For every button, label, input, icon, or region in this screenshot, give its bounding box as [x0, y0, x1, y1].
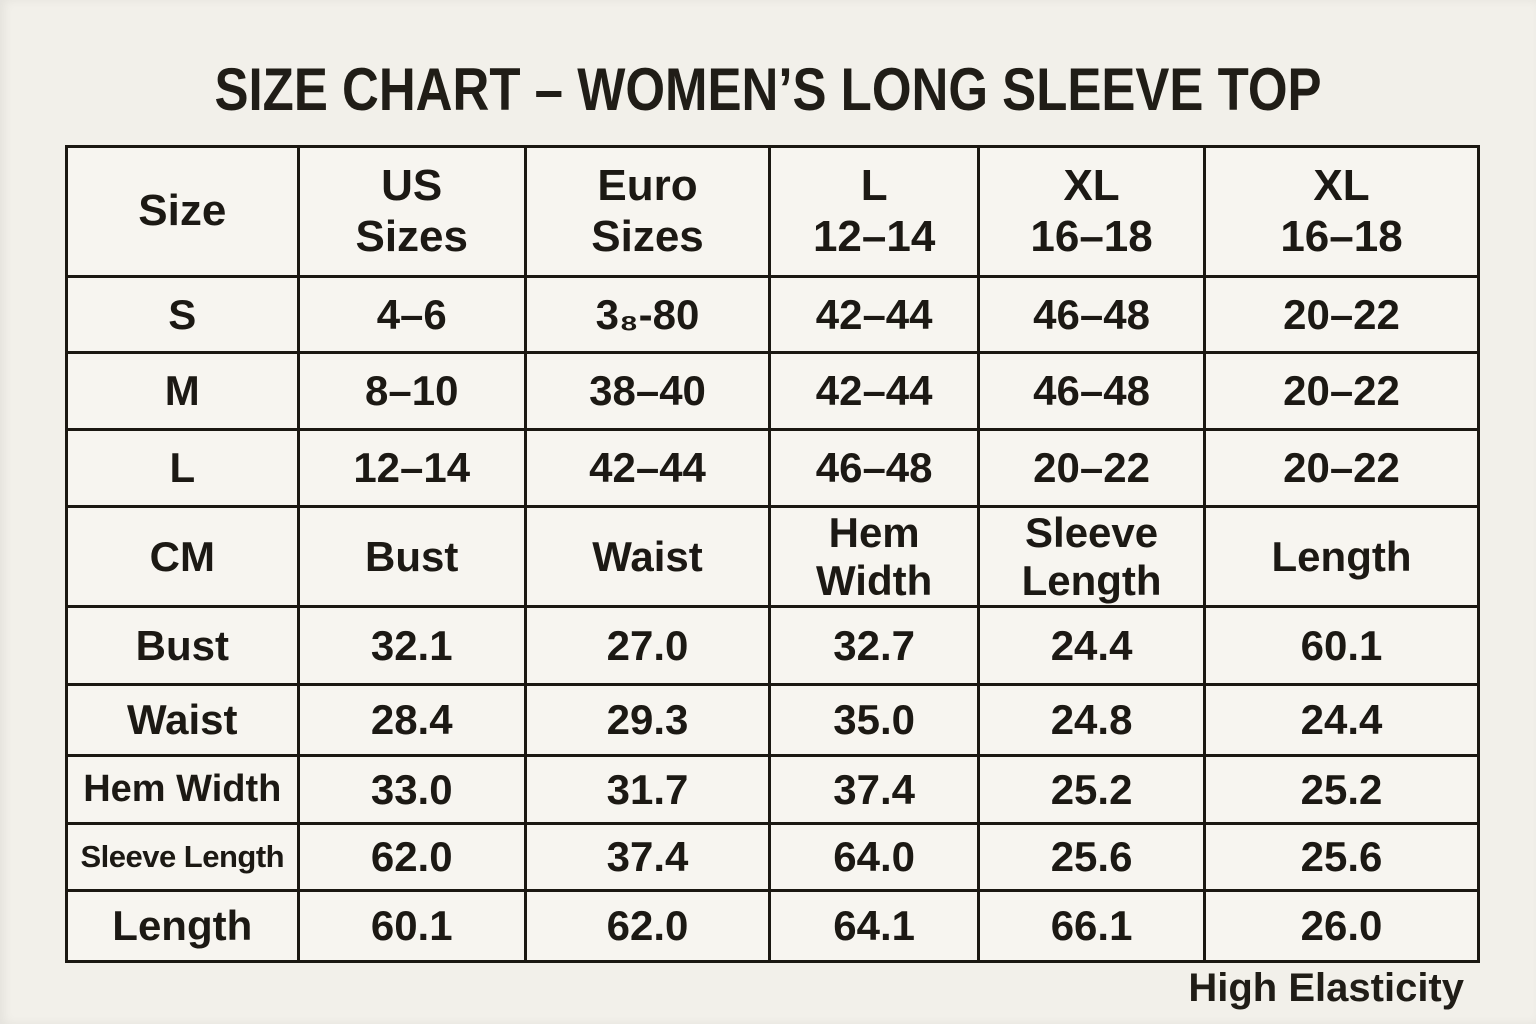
- data-cell: 62.0: [523, 889, 772, 963]
- page-title: SIZE CHART – WOMEN’S LONG SLEEVE TOP: [214, 56, 1322, 123]
- header-cell-xl-1: XL 16–18: [977, 145, 1207, 278]
- row-label: L: [65, 428, 300, 508]
- data-cell: 46–48: [977, 351, 1207, 431]
- data-cell: 20–22: [1203, 351, 1480, 431]
- data-cell: 20–22: [1203, 428, 1480, 508]
- data-cell: 20–22: [1203, 275, 1480, 354]
- data-cell: 42–44: [523, 428, 772, 508]
- subheader-cell-hem-width: Hem Width: [768, 505, 981, 608]
- data-cell: 32.1: [296, 605, 527, 686]
- table-row-waist: Waist 28.4 29.3 35.0 24.8 24.4: [65, 683, 1480, 757]
- table-subheader-row-cm: CM Bust Waist Hem Width Sleeve Length Leng…: [65, 505, 1480, 608]
- header-cell-l: L 12–14: [768, 145, 981, 278]
- data-cell: 4–6: [296, 275, 527, 354]
- data-cell: 8–10: [296, 351, 527, 431]
- header-cell-xl-2: XL 16–18: [1203, 145, 1480, 278]
- subheader-cell-sleeve-length: Sleeve Length: [977, 505, 1207, 608]
- data-cell: 46–48: [768, 428, 981, 508]
- data-cell: 66.1: [977, 889, 1207, 963]
- elasticity-note: High Elasticity: [1188, 966, 1464, 1010]
- table-row-s: S 4–6 3₈-80 42–44 46–48 20–22: [65, 275, 1480, 354]
- data-cell: 28.4: [296, 683, 527, 757]
- data-cell: 25.2: [977, 754, 1207, 825]
- data-cell: 20–22: [977, 428, 1207, 508]
- data-cell: 64.1: [768, 889, 981, 963]
- table-row-l: L 12–14 42–44 46–48 20–22 20–22: [65, 428, 1480, 508]
- data-cell: 38–40: [523, 351, 772, 431]
- data-cell: 24.8: [977, 683, 1207, 757]
- subheader-cell-waist: Waist: [523, 505, 772, 608]
- data-cell: 37.4: [523, 822, 772, 892]
- row-label: Sleeve Length: [65, 822, 300, 892]
- row-label: M: [65, 351, 300, 431]
- header-row: Size US Sizes Euro Sizes L 12–14 XL 16–18 XL…: [65, 145, 1480, 278]
- row-label: Hem Width: [65, 754, 300, 825]
- data-cell: 3₈-80: [523, 275, 772, 354]
- row-label: Waist: [65, 683, 300, 757]
- subheader-cell-bust: Bust: [296, 505, 527, 608]
- data-cell: 29.3: [523, 683, 772, 757]
- row-label-cm: CM: [65, 505, 300, 608]
- data-cell: 62.0: [296, 822, 527, 892]
- subheader-cell-length: Length: [1203, 505, 1480, 608]
- data-cell: 25.2: [1203, 754, 1480, 825]
- data-cell: 33.0: [296, 754, 527, 825]
- data-cell: 24.4: [1203, 683, 1480, 757]
- table-row-sleeve-length: Sleeve Length 62.0 37.4 64.0 25.6 25.6: [65, 822, 1480, 892]
- data-cell: 42–44: [768, 351, 981, 431]
- data-cell: 35.0: [768, 683, 981, 757]
- row-label: Bust: [65, 605, 300, 686]
- data-cell: 37.4: [768, 754, 981, 825]
- data-cell: 25.6: [1203, 822, 1480, 892]
- size-chart-table: Size US Sizes Euro Sizes L 12–14 XL 16–18 XL…: [65, 145, 1480, 963]
- table-row-hem-width: Hem Width 33.0 31.7 37.4 25.2 25.2: [65, 754, 1480, 825]
- row-label: Length: [65, 889, 300, 963]
- data-cell: 42–44: [768, 275, 981, 354]
- data-cell: 46–48: [977, 275, 1207, 354]
- table-row-length: Length 60.1 62.0 64.1 66.1 26.0: [65, 889, 1480, 963]
- data-cell: 60.1: [1203, 605, 1480, 686]
- data-cell: 27.0: [523, 605, 772, 686]
- table-row-bust: Bust 32.1 27.0 32.7 24.4 60.1: [65, 605, 1480, 686]
- data-cell: 24.4: [977, 605, 1207, 686]
- data-cell: 31.7: [523, 754, 772, 825]
- data-cell: 64.0: [768, 822, 981, 892]
- data-cell: 32.7: [768, 605, 981, 686]
- data-cell: 60.1: [296, 889, 527, 963]
- row-label: S: [65, 275, 300, 354]
- header-cell-euro-sizes: Euro Sizes: [523, 145, 772, 278]
- data-cell: 25.6: [977, 822, 1207, 892]
- table-row-m: M 8–10 38–40 42–44 46–48 20–22: [65, 351, 1480, 431]
- data-cell: 26.0: [1203, 889, 1480, 963]
- header-cell-size: Size: [65, 145, 300, 278]
- data-cell: 12–14: [296, 428, 527, 508]
- header-cell-us-sizes: US Sizes: [296, 145, 527, 278]
